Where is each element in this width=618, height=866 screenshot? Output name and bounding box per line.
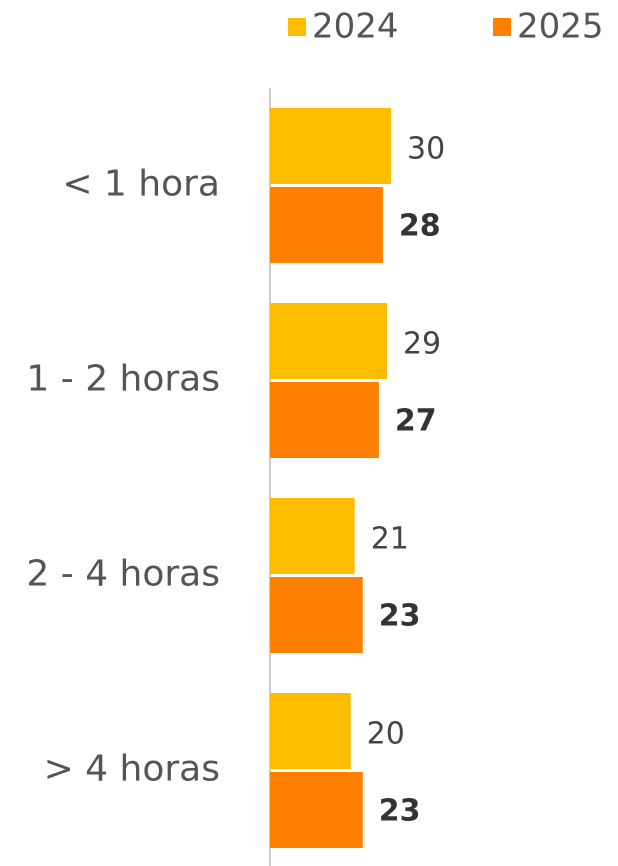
value-label: 29 bbox=[403, 327, 441, 362]
value-label: 27 bbox=[395, 404, 437, 439]
category-label: < 1 hora bbox=[62, 164, 220, 205]
category-label: 2 - 4 horas bbox=[26, 554, 220, 595]
legend-swatch bbox=[288, 18, 306, 36]
category-label: > 4 horas bbox=[44, 749, 220, 790]
bar bbox=[270, 382, 379, 458]
value-label: 21 bbox=[371, 522, 409, 557]
bar bbox=[270, 772, 363, 848]
bar bbox=[270, 693, 351, 769]
bar bbox=[270, 108, 391, 184]
value-label: 23 bbox=[379, 794, 421, 829]
bar bbox=[270, 498, 355, 574]
bar bbox=[270, 303, 387, 379]
bar bbox=[270, 577, 363, 653]
legend-swatch bbox=[493, 18, 511, 36]
value-label: 20 bbox=[367, 717, 405, 752]
bar bbox=[270, 187, 383, 263]
legend-label: 2024 bbox=[312, 7, 399, 47]
value-label: 28 bbox=[399, 209, 441, 244]
value-label: 23 bbox=[379, 599, 421, 634]
value-label: 30 bbox=[407, 132, 445, 167]
legend-label: 2025 bbox=[517, 7, 604, 47]
category-label: 1 - 2 horas bbox=[26, 359, 220, 400]
